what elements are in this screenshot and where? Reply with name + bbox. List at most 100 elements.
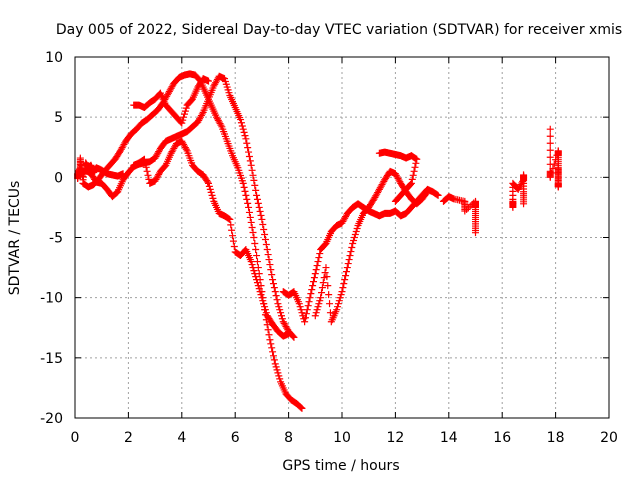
series-sat-a	[76, 72, 298, 341]
data-point	[243, 195, 251, 203]
data-point	[546, 132, 554, 140]
x-axis-title: GPS time / hours	[282, 458, 399, 474]
plot-frame	[74, 56, 610, 419]
data-point	[314, 303, 322, 311]
data-point	[217, 121, 225, 129]
data-point	[313, 262, 321, 270]
data-point	[325, 291, 333, 299]
data-point	[242, 191, 250, 199]
data-point	[262, 241, 270, 249]
data-point	[352, 227, 360, 235]
data-point	[244, 199, 252, 207]
data-point	[252, 186, 260, 194]
data-point	[240, 183, 248, 191]
data-point	[321, 269, 329, 277]
data-point	[268, 344, 276, 352]
data-point	[241, 132, 249, 140]
x-tick-label: 8	[284, 430, 293, 446]
data-point	[285, 330, 293, 338]
data-point	[249, 171, 257, 179]
data-point	[230, 243, 238, 251]
data-point	[182, 145, 190, 153]
data-point	[261, 303, 269, 311]
data-point	[250, 234, 258, 241]
data-point	[225, 215, 233, 223]
data-point	[302, 314, 310, 322]
data-point	[272, 292, 280, 300]
data-point	[245, 152, 253, 160]
data-point	[250, 176, 258, 184]
y-tick-label: 0	[54, 170, 63, 186]
data-point	[296, 303, 304, 311]
x-tick-label: 20	[600, 430, 618, 446]
data-point	[391, 197, 399, 205]
x-tick-label: 12	[386, 430, 404, 446]
data-point	[339, 284, 347, 292]
data-point	[335, 297, 343, 305]
data-point	[304, 302, 312, 310]
data-point	[257, 291, 265, 299]
x-tick-label: 18	[547, 430, 565, 446]
x-tick-label: 2	[124, 430, 133, 446]
data-point	[302, 310, 310, 318]
data-point	[209, 194, 217, 202]
data-point	[345, 256, 353, 264]
series-sat-g	[375, 148, 421, 205]
x-tick-label: 10	[333, 430, 351, 446]
data-point	[245, 148, 253, 156]
data-point	[408, 175, 416, 183]
data-point	[265, 331, 273, 339]
data-point	[348, 244, 356, 252]
data-point	[344, 260, 352, 268]
data-point	[316, 250, 324, 258]
data-point	[237, 116, 245, 124]
data-point	[246, 157, 254, 165]
data-point	[317, 294, 325, 302]
data-point	[237, 119, 245, 127]
data-point	[306, 294, 314, 302]
data-point	[248, 223, 256, 231]
data-point	[264, 251, 272, 259]
data-point	[240, 128, 248, 136]
data-point	[334, 303, 342, 311]
y-axis-title: SDTVAR / TECUs	[7, 181, 23, 296]
data-point	[342, 268, 350, 276]
data-point	[229, 237, 237, 245]
data-point	[249, 264, 257, 272]
data-point	[251, 181, 259, 189]
data-point	[255, 285, 263, 293]
series-early	[74, 154, 127, 184]
data-point	[207, 188, 215, 196]
y-tick-label: -10	[40, 291, 63, 307]
data-point	[312, 266, 320, 274]
data-point	[247, 258, 255, 266]
data-point	[249, 228, 257, 236]
data-point	[277, 312, 285, 320]
data-point	[270, 284, 278, 292]
data-point	[204, 178, 212, 186]
data-point	[290, 333, 298, 341]
data-point	[298, 404, 306, 412]
data-point	[250, 267, 258, 275]
data-point	[338, 288, 346, 296]
data-point	[326, 309, 334, 317]
data-point	[312, 309, 320, 317]
data-point	[227, 221, 235, 229]
data-point	[413, 155, 421, 163]
data-point	[433, 191, 441, 199]
data-point	[252, 246, 260, 254]
data-point	[323, 273, 331, 281]
data-point	[271, 360, 279, 368]
series-sat-f	[311, 167, 431, 326]
data-point	[253, 195, 261, 203]
data-point	[253, 258, 261, 266]
data-point	[143, 167, 151, 175]
series-sat-c	[130, 137, 293, 340]
data-point	[226, 215, 234, 223]
data-point	[334, 300, 342, 308]
data-point	[275, 372, 283, 380]
data-point	[303, 306, 311, 314]
data-point	[245, 208, 253, 216]
data-point	[546, 153, 554, 161]
